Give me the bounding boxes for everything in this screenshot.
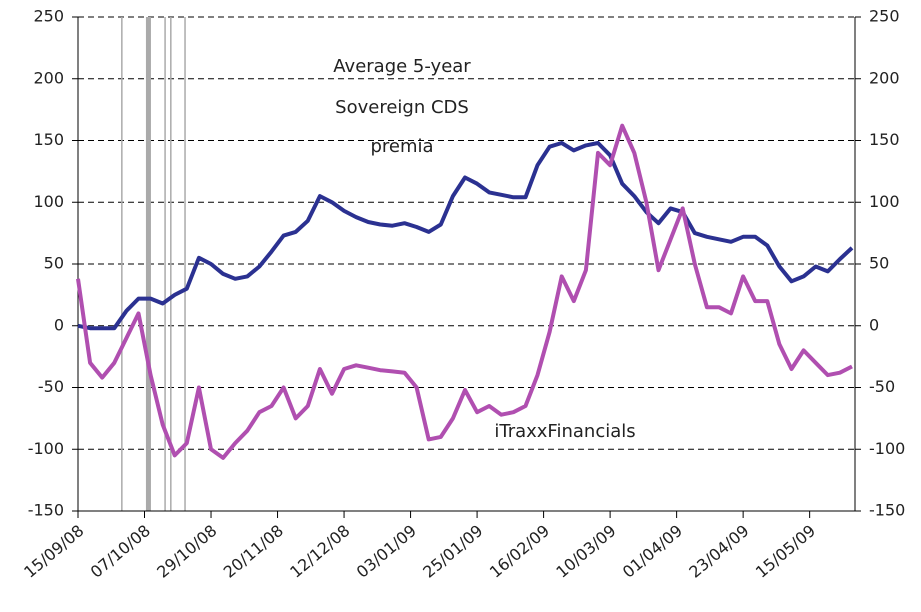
y2-tick-label: -100 bbox=[869, 439, 905, 458]
x-tick-label: 12/12/08 bbox=[286, 521, 353, 582]
series-line bbox=[76, 123, 853, 460]
y-tick-label: 150 bbox=[33, 130, 64, 149]
y-tick-label: 0 bbox=[54, 315, 64, 334]
x-tick-label: 25/01/09 bbox=[419, 521, 486, 582]
y2-tick-label: 50 bbox=[869, 254, 889, 273]
y2-tick-label: -150 bbox=[869, 501, 905, 520]
x-tick-label: 01/04/09 bbox=[619, 521, 686, 582]
x-tick-label: 16/02/09 bbox=[486, 521, 553, 582]
y-tick-label: -100 bbox=[28, 439, 64, 458]
x-tick-label: 15/05/09 bbox=[752, 521, 819, 582]
annotation: Sovereign CDS bbox=[335, 97, 469, 118]
y2-tick-label: 100 bbox=[869, 192, 900, 211]
y2-tick-label: 150 bbox=[869, 130, 900, 149]
annotation: premia bbox=[370, 136, 433, 157]
y-tick-label: 50 bbox=[44, 254, 64, 273]
annotation: Average 5-year bbox=[333, 56, 471, 77]
y-tick-label: 200 bbox=[33, 68, 64, 87]
y2-tick-label: 250 bbox=[869, 7, 900, 26]
x-tick-label: 10/03/09 bbox=[552, 521, 619, 582]
x-tick-label: 07/10/08 bbox=[87, 521, 154, 582]
y-tick-label: -50 bbox=[38, 377, 64, 396]
annotation: iTraxxFinancials bbox=[494, 421, 635, 442]
x-tick-label: 29/10/08 bbox=[153, 521, 220, 582]
y2-tick-label: 0 bbox=[869, 315, 879, 334]
x-tick-label: 20/11/08 bbox=[220, 521, 287, 582]
y-tick-label: 100 bbox=[33, 192, 64, 211]
y-tick-label: -150 bbox=[28, 501, 64, 520]
y-tick-label: 250 bbox=[33, 7, 64, 26]
series-line bbox=[77, 141, 854, 331]
y2-tick-label: 200 bbox=[869, 68, 900, 87]
y2-tick-label: -50 bbox=[869, 377, 895, 396]
x-tick-label: 23/04/09 bbox=[685, 521, 752, 582]
x-tick-label: 15/09/08 bbox=[20, 521, 87, 582]
x-tick-label: 03/01/09 bbox=[353, 521, 420, 582]
